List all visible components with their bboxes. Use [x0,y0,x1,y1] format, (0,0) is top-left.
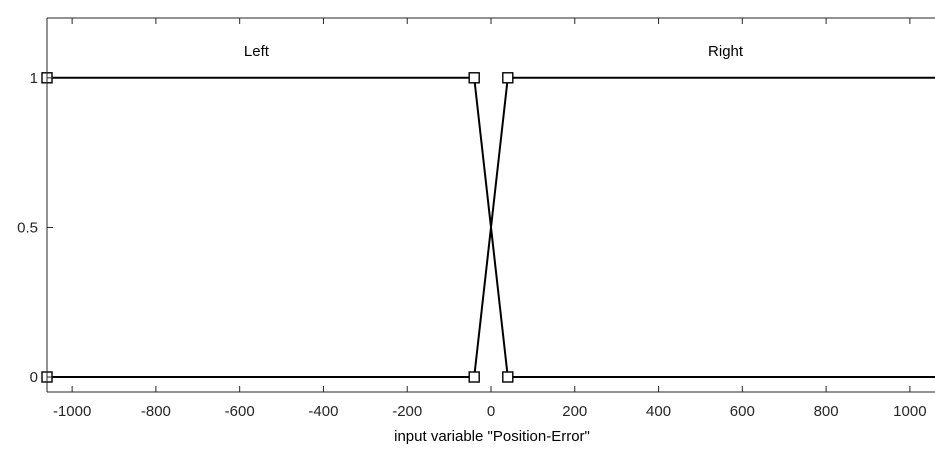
x-tick-label: -800 [141,403,171,420]
x-tick-label: 0 [487,403,495,420]
x-tick-label: -1000 [53,403,91,420]
mf-handle-right-5[interactable] [502,72,514,84]
y-tick-label: 0 [30,369,38,386]
mf-handle-left-2[interactable] [502,371,514,383]
x-tick-label: 800 [814,403,839,420]
x-tick-label: -600 [225,403,255,420]
y-tick-label: 1 [30,70,38,87]
mf-handle-right-4[interactable] [468,371,480,383]
x-tick-label: 1000 [893,403,926,420]
mf-label-right: Right [708,43,744,60]
y-tick-label: 0.5 [17,219,38,236]
x-axis-title: input variable "Position-Error" [394,428,590,445]
x-tick-label: 600 [730,403,755,420]
axes-frame [46,17,935,393]
x-tick-label: -200 [392,403,422,420]
x-tick-label: 200 [562,403,587,420]
label-layer: -1000 -800 -600 -400 -200 0 200 400 600 800 1000 0 0… [17,43,926,420]
marks-layer [41,72,935,383]
mf-label-left: Left [244,43,270,60]
mf-curve-right[interactable] [47,76,935,378]
mf-handle-left-1[interactable] [468,72,480,84]
x-tick-label: -400 [308,403,338,420]
x-tick-label: 400 [646,403,671,420]
